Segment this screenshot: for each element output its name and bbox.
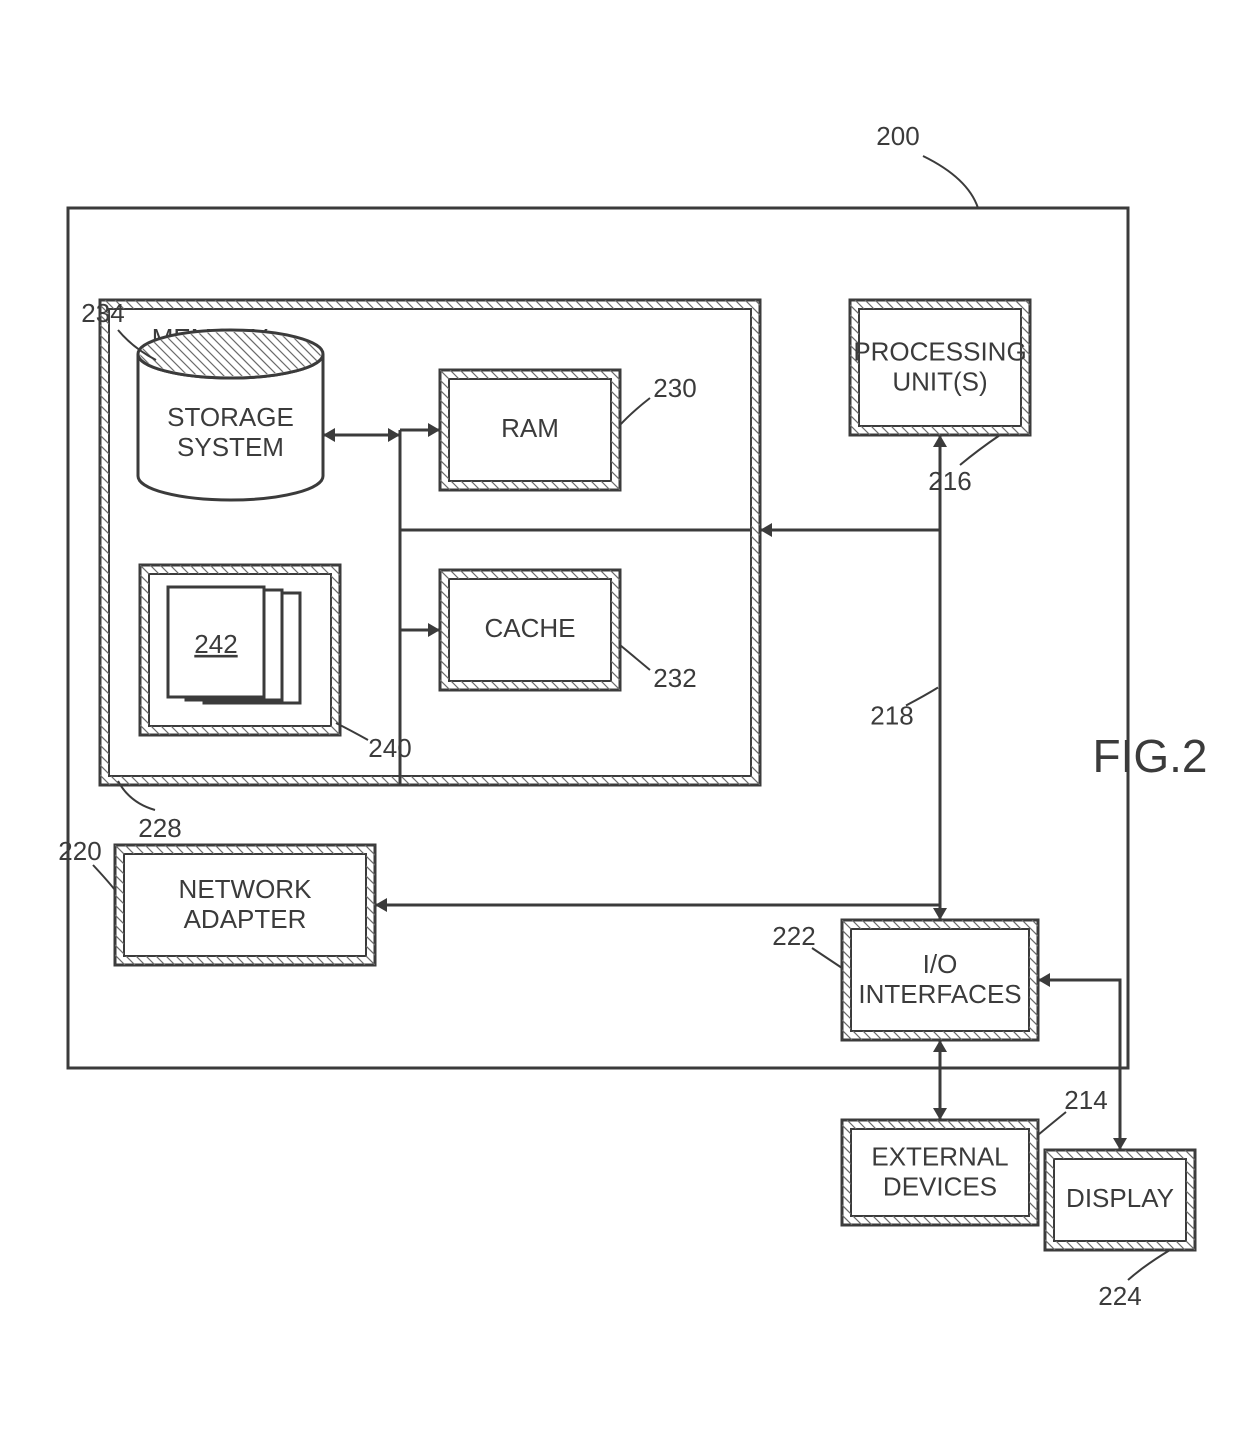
leader-224 [1128,1250,1170,1280]
svg-text:INTERFACES: INTERFACES [858,979,1021,1009]
svg-text:EXTERNAL: EXTERNAL [871,1141,1008,1171]
svg-text:UNIT(S): UNIT(S) [892,366,987,396]
figure-label: FIG.2 [1092,730,1207,782]
svg-text:DISPLAY: DISPLAY [1066,1183,1174,1213]
svg-text:DEVICES: DEVICES [883,1171,997,1201]
svg-text:SYSTEM: SYSTEM [177,432,284,462]
ref-224: 224 [1098,1281,1141,1311]
leader-214 [1038,1112,1066,1135]
ref-232: 232 [653,663,696,693]
io-to-external [933,1040,947,1120]
leader-200 [923,156,978,208]
ref-222: 222 [772,921,815,951]
ref-240: 240 [368,733,411,763]
svg-text:ADAPTER: ADAPTER [184,904,307,934]
ref-234: 234 [81,298,124,328]
ref-230: 230 [653,373,696,403]
svg-text:PROCESSING: PROCESSING [853,336,1026,366]
ref-220: 220 [58,836,101,866]
ram-label: RAM [501,413,559,443]
ref-242: 242 [194,629,237,659]
svg-text:STORAGE: STORAGE [167,402,294,432]
cache-label: CACHE [484,613,575,643]
ref-214: 214 [1064,1085,1107,1115]
ref-200: 200 [876,121,919,151]
svg-text:I/O: I/O [923,949,958,979]
ref-216: 216 [928,466,971,496]
svg-text:NETWORK: NETWORK [179,874,313,904]
ref-228: 228 [138,813,181,843]
